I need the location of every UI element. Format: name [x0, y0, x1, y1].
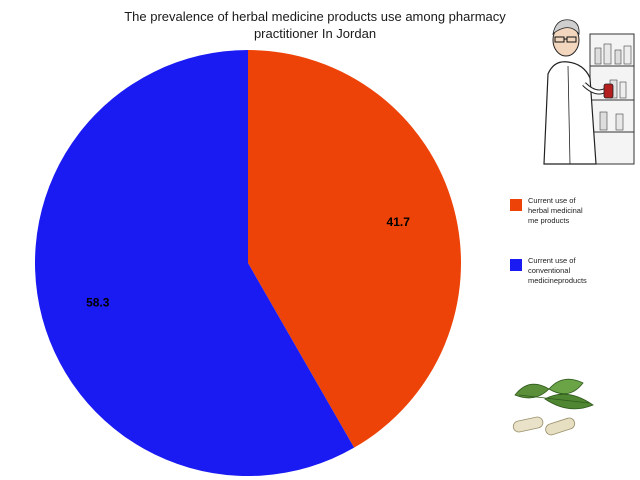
legend-item-herbal: Current use of herbal medicinal me produ…: [510, 196, 620, 226]
legend-swatch-conventional: [510, 259, 522, 271]
pharmacist-illustration: [543, 19, 635, 165]
chart-legend: Current use of herbal medicinal me produ…: [510, 196, 620, 316]
legend-label-conventional-line-1: Current use of: [528, 256, 576, 265]
chart-title-line-2: practitioner In Jordan: [253, 26, 377, 41]
pie-slice-0: [248, 50, 462, 448]
legend-item-conventional: Current use of conventional medicineprod…: [510, 256, 620, 286]
legend-swatch-herbal: [510, 199, 522, 211]
pie-data-labels: 41.7 58.3: [86, 215, 410, 309]
legend-label-herbal-line-2: herbal medicinal: [528, 206, 583, 215]
legend-label-conventional-line-2: conventional: [528, 266, 571, 275]
herbal-capsules-illustration: [512, 378, 594, 436]
pie-slice-1: [35, 50, 355, 476]
chart-title-line-1: The prevalence of herbal medicine produc…: [124, 9, 506, 24]
pie-data-label-0: 41.7: [387, 215, 411, 229]
pie-slices: [35, 50, 462, 476]
chart-title: The prevalence of herbal medicine produc…: [80, 8, 550, 42]
legend-label-herbal-line-3: me products: [528, 216, 570, 225]
legend-label-herbal-line-1: Current use of: [528, 196, 576, 205]
legend-label-conventional-line-3: medicineproducts: [528, 276, 587, 285]
pie-data-label-1: 58.3: [86, 295, 110, 309]
